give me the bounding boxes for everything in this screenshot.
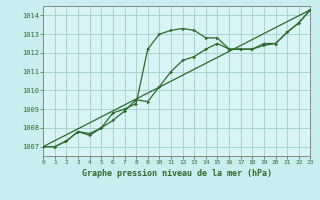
X-axis label: Graphe pression niveau de la mer (hPa): Graphe pression niveau de la mer (hPa) [82,169,272,178]
